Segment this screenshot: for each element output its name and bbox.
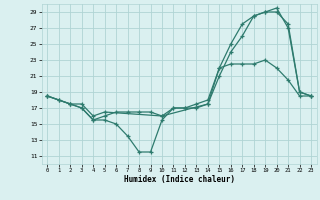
- X-axis label: Humidex (Indice chaleur): Humidex (Indice chaleur): [124, 175, 235, 184]
